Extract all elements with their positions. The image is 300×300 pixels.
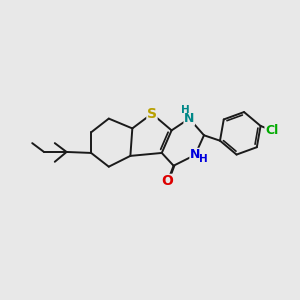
Text: N: N <box>184 112 194 125</box>
Text: O: O <box>162 174 174 188</box>
Text: N: N <box>190 148 200 161</box>
Text: S: S <box>147 107 157 121</box>
Text: H: H <box>181 105 190 115</box>
Text: H: H <box>199 154 207 164</box>
Text: Cl: Cl <box>265 124 278 137</box>
